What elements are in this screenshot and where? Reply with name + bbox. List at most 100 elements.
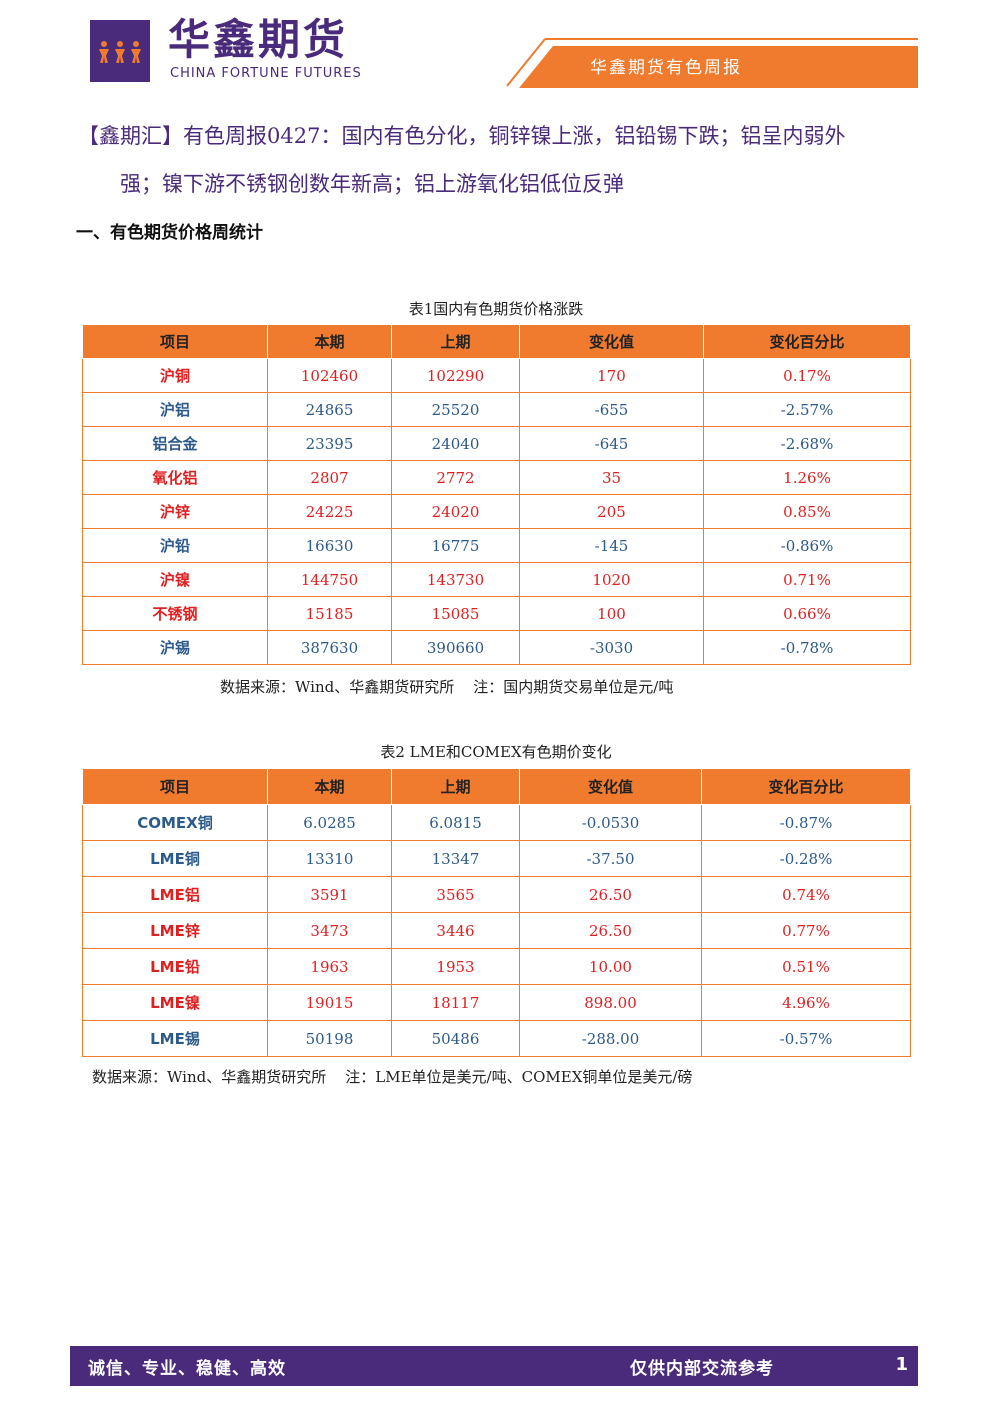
value-cell: 102290 [391,358,520,393]
value-cell: -0.87% [701,804,911,841]
metal-name-cell: LME铅 [82,948,268,985]
metal-name-cell: LME铝 [82,876,268,913]
value-cell: 3473 [267,912,392,949]
value-cell: 24865 [267,392,392,427]
value-cell: -0.28% [701,840,911,877]
metal-name-cell: LME镍 [82,984,268,1021]
table-row: LME铅 1963 1953 10.00 0.51% [82,948,911,985]
value-cell: 15085 [391,596,520,631]
metal-name-cell: 沪铝 [82,392,268,427]
report-label: 华鑫期货有色周报 [590,58,742,78]
value-cell: -2.68% [703,426,911,461]
value-cell: 4.96% [701,984,911,1021]
value-cell: 24225 [267,494,392,529]
metal-name-cell: COMEX铜 [82,804,268,841]
page-number: 1 [895,1354,908,1375]
value-cell: -37.50 [519,840,702,877]
value-cell: -655 [519,392,704,427]
metal-name-cell: 不锈钢 [82,596,268,631]
metal-name-cell: 沪镍 [82,562,268,597]
value-cell: 13310 [267,840,392,877]
value-cell: 3446 [391,912,520,949]
metal-name-cell: 沪锡 [82,630,268,665]
value-cell: 3565 [391,876,520,913]
footer-slogan: 诚信、专业、稳健、高效 [88,1359,286,1379]
page-footer: 诚信、专业、稳健、高效 仅供内部交流参考 1 [70,1346,918,1386]
column-header: 本期 [267,324,392,359]
value-cell: 35 [519,460,704,495]
value-cell: -2.57% [703,392,911,427]
value-cell: 1963 [267,948,392,985]
metal-name-cell: 沪铜 [82,358,268,393]
value-cell: -288.00 [519,1020,702,1057]
value-cell: 143730 [391,562,520,597]
value-cell: 1020 [519,562,704,597]
value-cell: 0.74% [701,876,911,913]
value-cell: 15185 [267,596,392,631]
value-cell: 50198 [267,1020,392,1057]
footer-internal-notice: 仅供内部交流参考 [630,1359,774,1379]
value-cell: -0.57% [701,1020,911,1057]
headline-line-2: 强；镍下游不锈钢创数年新高；铝上游氧化铝低位反弹 [120,172,624,196]
metal-name-cell: LME锌 [82,912,268,949]
value-cell: 3591 [267,876,392,913]
logo-figures-icon [99,41,141,63]
table-row: 沪镍 144750 143730 1020 0.71% [82,562,911,597]
metal-name-cell: 铝合金 [82,426,268,461]
headline-line-1: 【鑫期汇】有色周报0427：国内有色分化，铜锌镍上涨，铝铅锡下跌；铝呈内弱外 [78,124,846,148]
value-cell: 18117 [391,984,520,1021]
value-cell: 390660 [391,630,520,665]
value-cell: 6.0815 [391,804,520,841]
value-cell: 170 [519,358,704,393]
column-header: 上期 [391,324,520,359]
column-header: 变化百分比 [703,324,911,359]
value-cell: -645 [519,426,704,461]
value-cell: 6.0285 [267,804,392,841]
value-cell: -0.78% [703,630,911,665]
value-cell: 100 [519,596,704,631]
table-row: LME铜 13310 13347 -37.50 -0.28% [82,840,911,877]
section-title: 一、有色期货价格周统计 [76,223,263,243]
column-header: 变化百分比 [701,768,911,805]
value-cell: 24040 [391,426,520,461]
table-row: COMEX铜 6.0285 6.0815 -0.0530 -0.87% [82,804,911,841]
table-row: LME镍 19015 18117 898.00 4.96% [82,984,911,1021]
table-row: LME铝 3591 3565 26.50 0.74% [82,876,911,913]
value-cell: 19015 [267,984,392,1021]
value-cell: 205 [519,494,704,529]
value-cell: 898.00 [519,984,702,1021]
value-cell: 0.66% [703,596,911,631]
lme-comex-price-table: 项目 本期 上期 变化值 变化百分比 COMEX铜 6.0285 6.0815 -0.0530… [82,768,911,1057]
metal-name-cell: LME铜 [82,840,268,877]
column-header: 变化值 [519,768,702,805]
table2-note: 数据来源：Wind、华鑫期货研究所 注：LME单位是美元/吨、COMEX铜单位是… [92,1068,693,1086]
value-cell: 25520 [391,392,520,427]
value-cell: 2772 [391,460,520,495]
metal-name-cell: 沪铅 [82,528,268,563]
value-cell: -0.0530 [519,804,702,841]
value-cell: 24020 [391,494,520,529]
table-row: 沪锡 387630 390660 -3030 -0.78% [82,630,911,665]
column-header: 本期 [267,768,392,805]
report-headline: 【鑫期汇】有色周报0427：国内有色分化，铜锌镍上涨，铝铅锡下跌；铝呈内弱外 强… [78,112,926,208]
table-row: 沪铅 16630 16775 -145 -0.86% [82,528,911,563]
value-cell: 16775 [391,528,520,563]
value-cell: 387630 [267,630,392,665]
table-row: 铝合金 23395 24040 -645 -2.68% [82,426,911,461]
column-header: 变化值 [519,324,704,359]
value-cell: 16630 [267,528,392,563]
table-row: 氧化铝 2807 2772 35 1.26% [82,460,911,495]
value-cell: 50486 [391,1020,520,1057]
table-row: LME锌 3473 3446 26.50 0.77% [82,912,911,949]
table-row: 沪铜 102460 102290 170 0.17% [82,358,911,393]
value-cell: 1953 [391,948,520,985]
table-row: LME锡 50198 50486 -288.00 -0.57% [82,1020,911,1057]
brand-name-cn: 华鑫期货 [168,15,349,64]
value-cell: -3030 [519,630,704,665]
value-cell: 26.50 [519,912,702,949]
table-row: 沪铝 24865 25520 -655 -2.57% [82,392,911,427]
value-cell: 102460 [267,358,392,393]
value-cell: 144750 [267,562,392,597]
value-cell: 0.85% [703,494,911,529]
value-cell: 1.26% [703,460,911,495]
